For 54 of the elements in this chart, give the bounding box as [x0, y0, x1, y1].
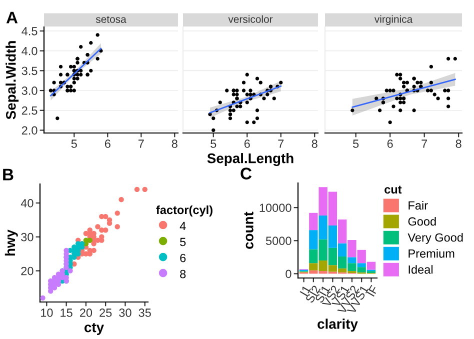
y-tick-label: 4.0	[22, 46, 38, 56]
y-tick-label: 10000	[260, 204, 292, 212]
x-tick-label: 30	[119, 308, 132, 317]
x-tick-label: 25	[100, 308, 112, 317]
x-tick-label: 5	[210, 140, 216, 148]
y-tick-label: 3.5	[22, 66, 38, 76]
x-tick-label: 35	[138, 308, 151, 317]
x-tick-label: 20	[80, 308, 92, 317]
x-tick-label: 15	[60, 308, 72, 317]
y-axis-title: count	[244, 212, 254, 249]
legend-label: Premium	[408, 249, 454, 258]
x-axis-title: cty	[84, 323, 104, 335]
x-tick-label: 6	[104, 140, 110, 148]
y-tick-label: 20	[21, 266, 34, 276]
y-axis-title: hwy	[4, 230, 18, 256]
x-axis-title: clarity	[318, 318, 358, 332]
legend-label: 6	[180, 254, 186, 262]
x-tick-label: 7	[278, 140, 284, 148]
x-axis-title: Sepal.Length	[207, 153, 294, 166]
y-tick-label: 30	[21, 232, 34, 242]
legend-label: Ideal	[408, 265, 433, 274]
legend-label: Very Good	[408, 233, 463, 244]
legend-label: Good	[408, 216, 436, 226]
y-tick-label: 3.0	[22, 86, 38, 95]
text: B	[3, 168, 14, 180]
x-tick-label: IF	[366, 284, 378, 297]
x-tick-label: 7	[138, 140, 144, 148]
x-tick-label: 7	[422, 140, 428, 148]
legend-title: cut	[384, 186, 402, 194]
legend-label: 8	[180, 270, 186, 278]
legend-label: 5	[180, 238, 186, 246]
y-tick-label: 5000	[266, 236, 292, 246]
y-tick-label: 2.0	[22, 126, 38, 135]
x-tick-label: 8	[172, 140, 178, 148]
x-tick-label: 6	[244, 140, 250, 148]
y-axis-title: Sepal.Width	[6, 41, 19, 120]
chart-title: versicolor	[228, 15, 273, 23]
legend-label: Fair	[408, 200, 428, 210]
chart-title: virginica	[374, 15, 413, 25]
y-tick-label: 40	[20, 199, 34, 208]
legend-label: 4	[180, 222, 186, 230]
x-tick-label: 8	[456, 140, 462, 148]
chart-title: setosa	[96, 16, 126, 23]
x-tick-label: 8	[312, 140, 318, 148]
y-tick-label: 4.5	[22, 27, 38, 36]
text: C	[240, 168, 252, 180]
y-tick-label: 2.5	[22, 106, 38, 115]
legend-title: factor(cyl)	[156, 205, 212, 216]
x-tick-label: 10	[41, 308, 53, 317]
x-tick-label: 6	[387, 140, 393, 148]
y-tick-label: 0	[286, 270, 292, 278]
x-tick-label: 5	[353, 140, 359, 148]
text: A	[6, 12, 18, 24]
x-tick-label: 5	[71, 140, 77, 148]
